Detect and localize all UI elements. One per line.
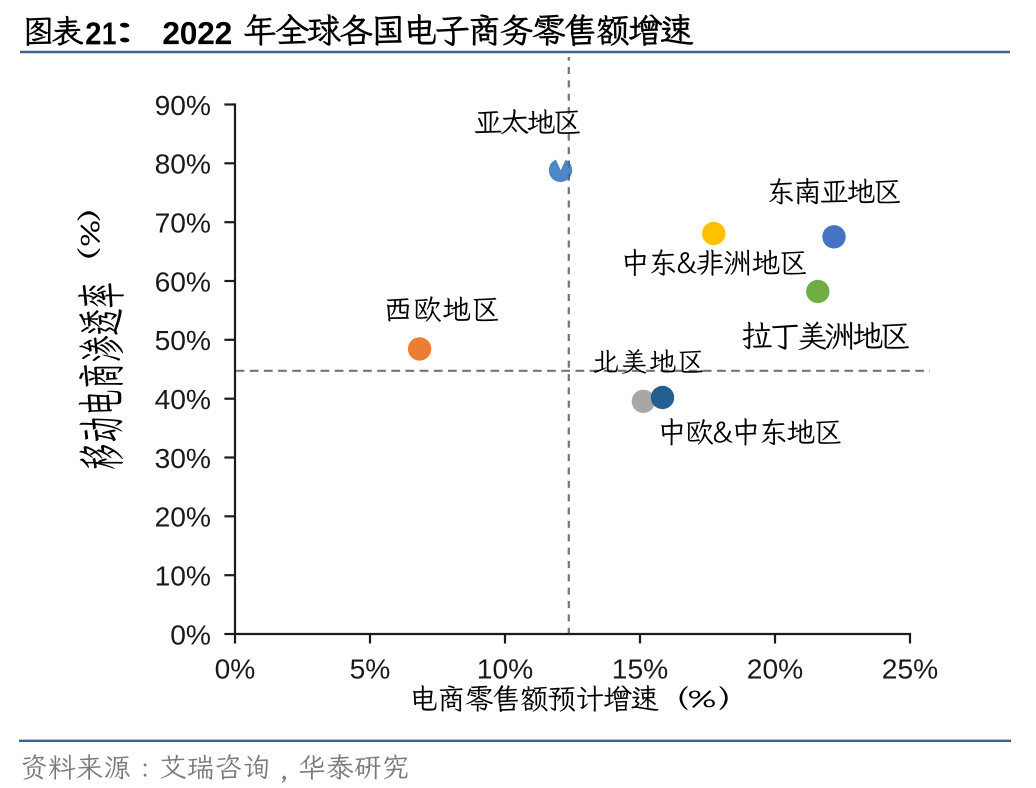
svg-text:15%: 15% (612, 653, 668, 685)
svg-text:50%: 50% (155, 324, 211, 356)
svg-text:5%: 5% (350, 653, 391, 685)
svg-text:0%: 0% (215, 653, 256, 685)
svg-text:10%: 10% (477, 653, 533, 685)
svg-text:40%: 40% (155, 383, 211, 415)
svg-text:90%: 90% (155, 89, 211, 121)
svg-text:10%: 10% (155, 560, 211, 592)
svg-text:20%: 20% (747, 653, 803, 685)
svg-text:25%: 25% (882, 653, 938, 685)
svg-text:30%: 30% (155, 442, 211, 474)
svg-text:60%: 60% (155, 265, 211, 297)
svg-text:80%: 80% (155, 148, 211, 180)
svg-text:0%: 0% (170, 618, 211, 650)
svg-text:70%: 70% (155, 207, 211, 239)
svg-text:20%: 20% (155, 501, 211, 533)
